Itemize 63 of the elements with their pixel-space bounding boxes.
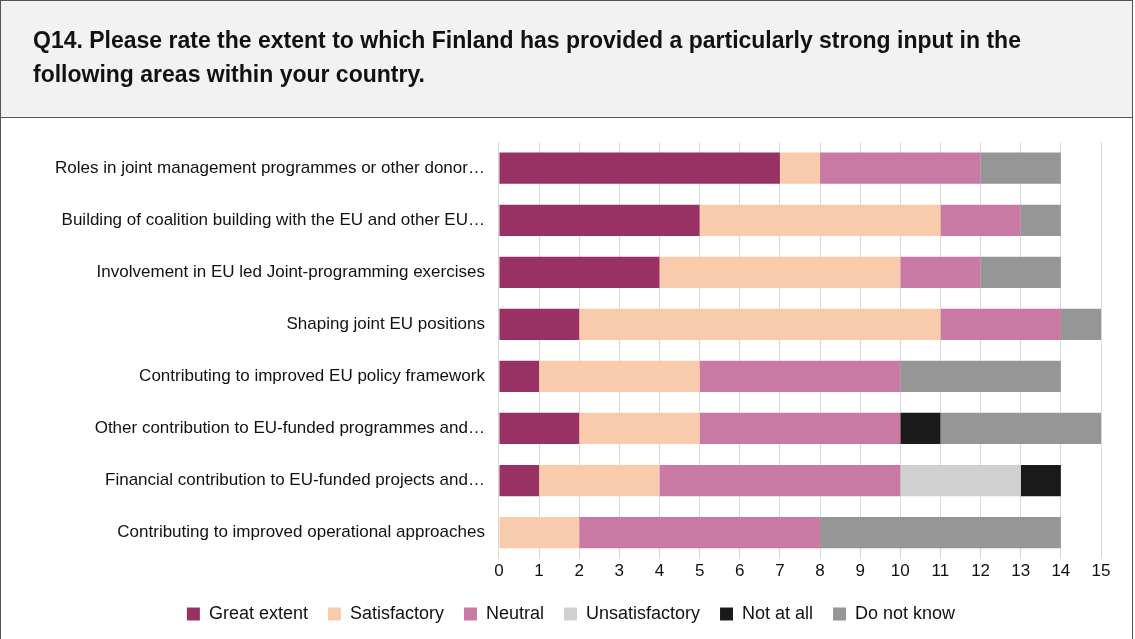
x-tick-label: 6 bbox=[735, 561, 745, 581]
legend-label: Great extent bbox=[208, 602, 308, 623]
x-tick-label: 0 bbox=[494, 561, 504, 581]
bar bbox=[499, 516, 580, 549]
bar bbox=[940, 308, 1061, 340]
bar bbox=[659, 256, 901, 288]
x-tick-label: 5 bbox=[694, 561, 705, 581]
y-tick-label: Contributing to improved operational approaches bbox=[117, 522, 485, 542]
x-tick-label: 10 bbox=[890, 561, 910, 581]
bar bbox=[499, 152, 780, 184]
y-tick-label: Roles in joint management programmes or other donor… bbox=[54, 157, 485, 177]
x-tick-label: 7 bbox=[775, 561, 785, 581]
x-tick-label: 8 bbox=[815, 561, 825, 581]
bar bbox=[539, 464, 660, 497]
bar bbox=[779, 152, 821, 184]
y-tick-label: Other contribution to EU-funded programmes and… bbox=[94, 418, 485, 438]
bar bbox=[980, 256, 1061, 288]
bar bbox=[579, 308, 941, 340]
bar bbox=[699, 360, 901, 393]
bar bbox=[900, 360, 1061, 393]
y-tick-label: Shaping joint EU positions bbox=[286, 314, 485, 334]
bar bbox=[699, 204, 941, 236]
y-tick-label: Involvement in EU led Joint-programming exercises bbox=[96, 262, 485, 282]
x-tick-label: 3 bbox=[614, 561, 625, 581]
y-tick-label: Financial contribution to EU-funded projects and… bbox=[105, 470, 485, 490]
bar bbox=[659, 464, 901, 497]
bar bbox=[940, 204, 1021, 236]
bar bbox=[1020, 464, 1061, 497]
bar bbox=[980, 152, 1061, 184]
bar bbox=[820, 152, 981, 184]
x-tick-label: 11 bbox=[931, 561, 950, 581]
bar bbox=[499, 308, 580, 340]
bar bbox=[1020, 204, 1061, 236]
x-tick-label: 2 bbox=[574, 561, 584, 581]
legend-label: Unsatisfactory bbox=[585, 602, 701, 623]
x-tick-label: 14 bbox=[1051, 561, 1071, 581]
x-tick-label: 9 bbox=[855, 561, 865, 581]
bar bbox=[499, 412, 580, 445]
y-tick-label: Contributing to improved EU policy framework bbox=[139, 366, 486, 386]
bar bbox=[900, 412, 941, 445]
bar bbox=[499, 360, 540, 393]
bar bbox=[499, 256, 660, 288]
bar bbox=[499, 464, 540, 497]
bar bbox=[820, 516, 1061, 549]
legend-label: Do not know bbox=[855, 602, 957, 623]
bar bbox=[699, 412, 901, 445]
bar bbox=[539, 360, 700, 393]
bar bbox=[900, 256, 981, 288]
y-tick-label: Building of coalition building with the EU and other EU… bbox=[61, 209, 485, 229]
bar bbox=[579, 516, 821, 549]
legend-label: Not at all bbox=[742, 602, 814, 623]
legend-label: Satisfactory bbox=[349, 602, 444, 623]
x-tick-label: 15 bbox=[1091, 561, 1111, 581]
chart-title: Q14. Please rate the extent to which Finland has provided a particularly strong input in the following areas within your country. bbox=[33, 26, 1022, 89]
bar bbox=[940, 412, 1101, 445]
x-tick-label: 12 bbox=[971, 561, 991, 581]
bar bbox=[499, 204, 700, 236]
x-tick-label: 1 bbox=[534, 561, 544, 581]
x-tick-label: 4 bbox=[654, 561, 665, 581]
legend-label: Neutral bbox=[485, 602, 544, 623]
bar bbox=[579, 412, 700, 445]
bar bbox=[1060, 308, 1101, 340]
x-tick-label: 13 bbox=[1011, 561, 1031, 581]
